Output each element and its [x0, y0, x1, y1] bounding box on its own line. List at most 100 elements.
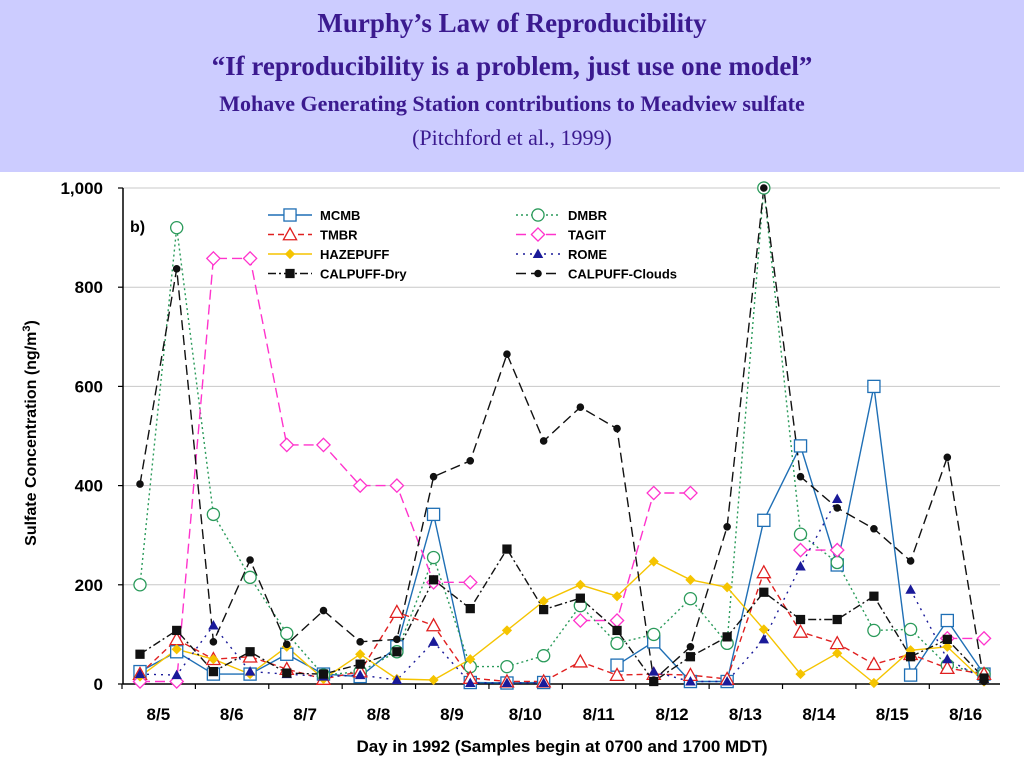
slide-subtitle: Mohave Generating Station contributions … [219, 91, 805, 116]
data-point-circle [576, 403, 585, 412]
data-point-diamond [832, 648, 843, 659]
data-point-diamond [758, 624, 769, 635]
data-point-triangle [428, 636, 439, 646]
legend: MCMB DMBR TMBR TAGIT HAZEPUFF ROME CALPUFF-Dry… [268, 208, 677, 282]
series-markers [132, 181, 992, 690]
data-point-circle [169, 220, 184, 235]
data-point-circle [536, 649, 551, 663]
y-tick-label: 600 [75, 377, 103, 396]
data-point-circle [683, 591, 698, 606]
data-point-square [539, 604, 549, 615]
data-point-square [942, 634, 952, 644]
data-point-triangle [829, 635, 845, 650]
data-point-square [282, 668, 292, 678]
data-point-triangle [939, 660, 956, 675]
data-point-square [208, 666, 219, 677]
series-lines [139, 187, 985, 684]
data-point-circle [870, 524, 878, 533]
data-point-square [465, 603, 475, 614]
x-tick-label: 8/14 [802, 705, 836, 724]
data-point-circle [793, 527, 808, 541]
legend-label: MCMB [320, 208, 360, 223]
axes [122, 188, 1000, 685]
data-point-triangle [391, 674, 403, 685]
data-point-circle [426, 550, 441, 565]
data-point-triangle [572, 653, 589, 668]
data-point-circle [649, 676, 658, 684]
data-point-triangle [282, 226, 298, 241]
x-tick-label: 8/8 [367, 705, 391, 724]
data-point-diamond [646, 485, 662, 501]
data-point-circle [206, 507, 221, 522]
series-line [139, 570, 985, 683]
data-point-circle [686, 643, 695, 651]
data-point-diamond [575, 579, 586, 590]
x-tick-label: 8/15 [876, 705, 909, 724]
data-point-triangle [208, 620, 219, 630]
data-point-triangle [831, 493, 843, 504]
data-point-square [832, 614, 842, 625]
data-point-circle [500, 659, 514, 674]
data-point-diamond [315, 437, 331, 453]
data-point-triangle [866, 656, 882, 671]
data-point-circle [723, 522, 731, 531]
data-point-triangle [354, 669, 366, 680]
slide-quote: “If reproducibility is a problem, just u… [211, 51, 813, 81]
x-tick-label: 8/5 [147, 705, 171, 724]
data-point-circle [903, 622, 918, 637]
legend-label: CALPUFF-Clouds [568, 267, 677, 282]
legend-label: CALPUFF-Dry [320, 267, 407, 282]
data-point-square [283, 208, 297, 222]
data-point-triangle [389, 604, 405, 619]
data-point-diamond [428, 674, 439, 686]
data-point-triangle [756, 564, 772, 579]
data-point-triangle [501, 677, 513, 688]
data-point-circle [906, 557, 915, 565]
data-point-triangle [532, 248, 544, 259]
series-line [139, 547, 985, 683]
data-point-square [172, 625, 182, 636]
data-point-square [426, 507, 441, 522]
data-point-diamond [648, 556, 659, 567]
data-point-diamond [279, 437, 295, 453]
data-point-circle [539, 437, 548, 445]
y-axis-title: Sulfate Concentration (ng/m3) [21, 320, 40, 546]
data-point-triangle [609, 667, 625, 682]
data-point-circle [830, 555, 844, 570]
data-point-diamond [682, 485, 698, 501]
legend-label: TAGIT [568, 228, 606, 243]
data-point-circle [647, 627, 661, 642]
slide-citation: (Pitchford et al., 1999) [412, 125, 612, 150]
data-point-circle [429, 472, 438, 481]
data-point-diamond [795, 668, 806, 680]
x-tick-label: 8/11 [583, 705, 615, 724]
data-point-diamond [609, 612, 625, 629]
data-point-triangle [758, 633, 770, 644]
data-point-triangle [795, 561, 806, 571]
data-point-circle [867, 623, 881, 638]
data-point-triangle [134, 668, 146, 679]
data-point-square [135, 649, 145, 659]
data-point-circle [393, 635, 401, 644]
data-point-square [245, 647, 255, 657]
data-point-circle [610, 636, 624, 651]
data-point-circle [356, 638, 364, 646]
data-point-triangle [538, 677, 549, 688]
data-point-triangle [244, 666, 256, 676]
x-tick-label: 8/16 [949, 705, 982, 724]
series-line [140, 257, 984, 683]
data-point-diamond [242, 250, 258, 266]
legend-label: DMBR [568, 208, 608, 223]
data-point-diamond [793, 542, 809, 558]
legend-label: HAZEPUFF [320, 247, 389, 262]
legend-label: TMBR [320, 228, 358, 243]
y-tick-labels: 0 200 400 600 800 1,000 [60, 179, 123, 694]
y-tick-label: 400 [75, 477, 103, 496]
data-point-square [428, 575, 439, 585]
data-point-circle [503, 350, 511, 358]
x-axis-title: Day in 1992 (Samples begin at 0700 and 1… [357, 737, 768, 756]
y-axis-title-superscript: 3 [21, 325, 33, 331]
x-tick-labels: 8/5 8/6 8/7 8/8 8/9 8/10 8/11 8/12 8/13 8/14 8/15 8… [121, 684, 982, 724]
data-point-square [903, 668, 918, 682]
